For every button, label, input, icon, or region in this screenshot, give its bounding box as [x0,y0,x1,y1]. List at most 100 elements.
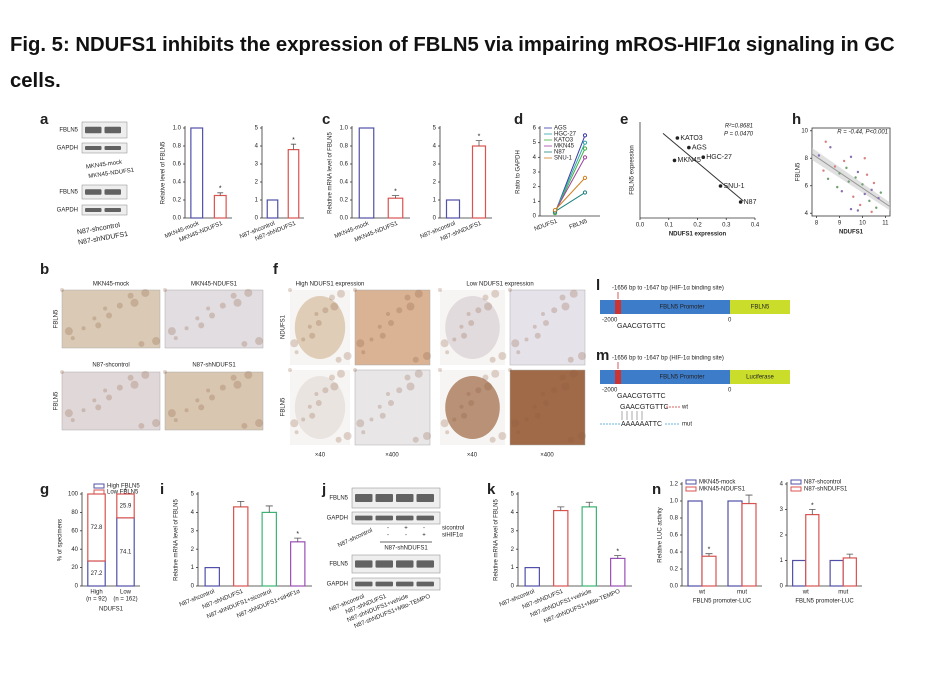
tissue-texture [516,350,521,355]
x-tick-label: Low [120,590,132,596]
magnification: ×400 [385,453,399,459]
point [582,146,588,151]
point [701,155,706,159]
blot-band [416,494,434,502]
y-tick-label: 5 [511,492,515,498]
treatment-label: siHIF1α [442,533,463,539]
tissue-core [445,296,500,359]
tissue-texture [219,302,226,309]
legend-label: AGS [554,126,567,132]
mut-label: mut [682,422,692,428]
segment-label: 74.1 [120,549,132,555]
tissue-texture [369,417,374,422]
asterisk: * [394,188,397,195]
point [852,195,855,198]
point [672,158,677,163]
point-label: AGS [692,144,707,151]
y-tick-label: 2 [533,184,537,190]
y-tick-label: 0 [433,216,437,222]
point [870,210,873,214]
x-tick-label: 0.4 [751,223,760,229]
point [842,159,846,163]
tissue-texture [219,384,226,391]
error-bar [585,501,593,507]
blot-band [396,515,414,521]
error-bar [391,195,400,199]
y-tick-label: 6 [805,183,809,189]
magnification: ×400 [540,453,554,459]
tissue-texture [330,382,339,391]
point [865,173,869,176]
y-tick-label: 1.0 [173,126,182,132]
error-bar [290,143,297,150]
tissue-texture [438,288,442,292]
error-bar [237,500,245,507]
promoter-label: FBLN5 Promoter [659,375,704,381]
tissue-texture [388,320,394,326]
point [879,191,883,194]
tissue-texture [81,408,86,413]
legend-label: N87 [554,150,566,156]
y-tick-label: 2 [433,180,437,186]
blot-band [104,146,121,150]
y-tick-label: 0.2 [340,198,349,204]
tissue-texture [209,312,216,319]
point [718,184,723,188]
tissue-texture [404,374,411,381]
blot-band [104,208,121,212]
tissue-texture [489,436,496,443]
legend-label: KATO3 [554,138,574,144]
error-bar [745,494,753,504]
point [552,208,558,213]
tissue-texture [412,356,419,363]
y-tick-label: 5 [255,126,259,132]
bar-segment [87,493,106,562]
tissue-texture [377,324,382,329]
point [861,183,864,186]
tissue-texture [70,336,75,341]
blot-label: GAPDH [57,208,78,214]
tissue-texture [301,337,306,342]
point [829,146,832,149]
y-tick-label: 0.6 [173,162,182,168]
y-tick-label: 8 [805,156,809,162]
sample-size: (n = 92) [86,597,107,603]
bar [204,566,220,587]
blot-band [416,581,434,587]
column-label: N87-shcontrol [92,363,129,369]
legend-label: Low FBLN5 [107,490,139,496]
legend-label: High FBLN5 [107,484,140,490]
y-tick-label: 4 [255,144,259,150]
tissue-texture [524,417,529,422]
point [582,133,588,138]
y-tick-label: 0.8 [173,144,182,150]
error-bar [265,505,273,513]
panel-letter: i [160,481,164,498]
tissue-texture [195,316,200,321]
micrograph [354,289,431,366]
x-tick-label: 0.3 [722,223,731,229]
x-axis-label: FBLN5 promoter-LUC [795,599,854,605]
tissue-texture [541,392,545,396]
tissue-texture [206,388,211,393]
x-tick-label: mut [737,590,747,596]
segment-label: 25.9 [120,503,132,509]
tissue-texture [309,332,316,339]
x-axis-label: NDUFS1 [99,607,124,613]
tissue-texture [130,380,139,389]
tissue-texture [230,292,237,299]
series-line [554,142,586,213]
x-tick-label: 8 [815,221,819,227]
tissue-texture [103,306,108,311]
tissue-texture [461,332,468,339]
fit-line [662,132,744,202]
tissue-texture [369,337,374,342]
asterisk: * [616,548,619,555]
x-tick-label: High [90,590,102,596]
magnification: ×40 [315,453,326,459]
tissue-texture [396,307,403,314]
panel-letter: e [620,111,628,128]
binding-site [615,370,621,384]
annotation: R²=0.8681 [725,124,753,130]
legend-swatch [790,479,802,485]
